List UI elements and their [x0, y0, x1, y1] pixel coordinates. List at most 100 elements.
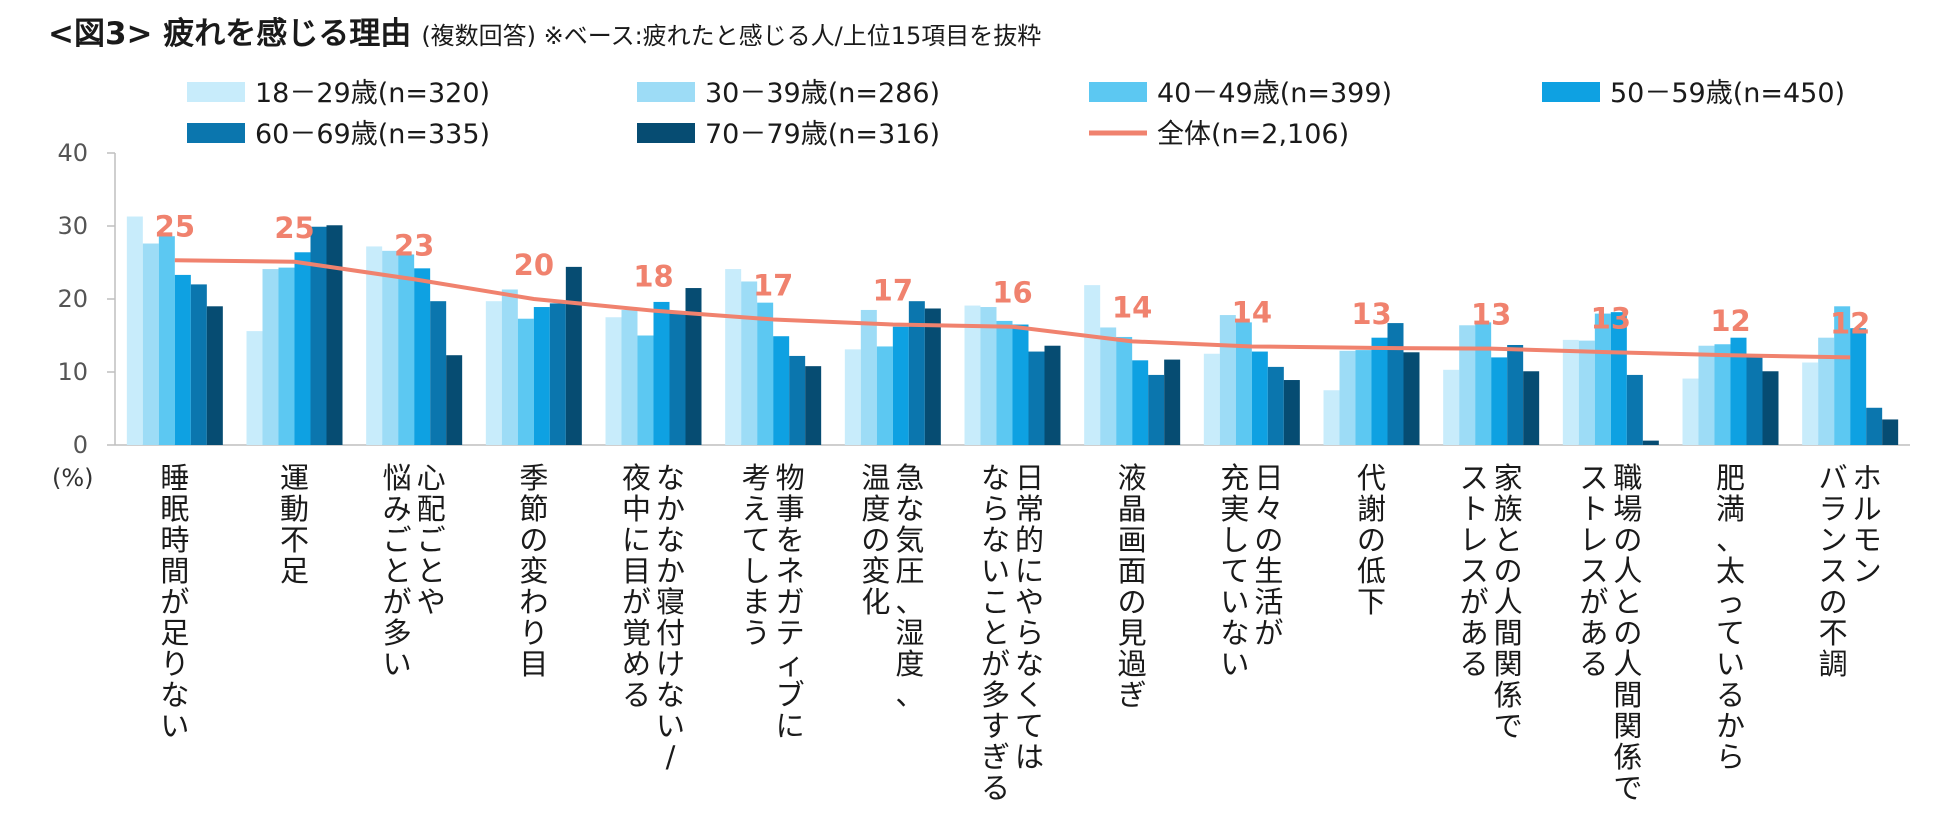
bar: [485, 301, 502, 445]
bar: [446, 355, 463, 445]
category-label: 日常的にやらなくては: [1015, 461, 1044, 774]
bar: [1012, 324, 1029, 445]
bar: [278, 267, 295, 445]
bar: [789, 355, 806, 445]
bar: [1084, 285, 1101, 445]
bar: [1714, 344, 1731, 445]
bar: [382, 250, 399, 445]
legend-swatch: [637, 123, 695, 143]
bar: [1148, 374, 1165, 445]
total-line-group: 25 25 23 20 18 17 17 16 14 14 13 13 13 12 12: [155, 209, 1870, 360]
category-label: 夜中に目が覚める: [622, 461, 651, 712]
legend-label: 全体(n=2,106): [1157, 119, 1349, 150]
bar: [996, 320, 1013, 445]
bar: [1116, 336, 1133, 445]
category-label: 悩みごとが多い: [383, 461, 412, 681]
bar: [517, 318, 534, 445]
bar: [158, 236, 175, 445]
category-label: 季節の変わり目: [519, 461, 548, 681]
bar: [1459, 325, 1476, 445]
data-label: 14: [1112, 290, 1152, 324]
chart-title: <図3> 疲れを感じる理由: [48, 16, 411, 52]
bar: [1443, 369, 1460, 445]
bar: [414, 268, 431, 445]
legend-label: 70－79歳(n=316): [705, 119, 940, 150]
category-label: 急な気圧、湿度、: [895, 461, 924, 712]
bar: [980, 307, 997, 445]
data-label: 14: [1232, 295, 1272, 329]
y-tick-label: 30: [57, 212, 88, 240]
data-label: 25: [274, 211, 314, 245]
bar: [1491, 357, 1508, 445]
bar: [924, 308, 941, 445]
bar: [246, 331, 263, 445]
bar: [653, 301, 670, 445]
bar: [1371, 337, 1388, 445]
bar: [1626, 374, 1643, 445]
bar: [1850, 328, 1867, 445]
category-label: なかなか寝付けない/: [656, 461, 685, 774]
category-label: ホルモン: [1853, 461, 1882, 588]
y-tick-label: 10: [57, 358, 88, 386]
y-tick-label: 20: [57, 285, 88, 313]
y-tick-label: 40: [57, 139, 88, 167]
data-label: 18: [633, 260, 673, 294]
data-label: 13: [1471, 298, 1511, 332]
category-label: バランスの不調: [1819, 461, 1848, 681]
bar: [685, 288, 702, 445]
category-label: 考えてしまう: [742, 461, 771, 650]
unit-label: (%): [52, 464, 94, 492]
chart-title-group: <図3> 疲れを感じる理由 (複数回答) ※ベース:疲れたと感じる人/上位15項…: [48, 16, 1041, 52]
bar: [1323, 390, 1340, 445]
bar: [1475, 322, 1492, 445]
bar: [1578, 340, 1595, 445]
category-label: 家族との人間関係で: [1494, 461, 1523, 743]
bar: [844, 349, 861, 445]
data-label: 13: [1351, 297, 1391, 331]
category-label: 代謝の低下: [1357, 461, 1386, 619]
bar: [190, 284, 207, 445]
bar: [1866, 407, 1883, 445]
bar: [366, 246, 383, 445]
category-label: 物事をネガティブに: [776, 461, 805, 743]
data-label: 17: [873, 274, 913, 308]
category-label: 職場の人との人間関係で: [1613, 461, 1642, 805]
bar: [1762, 371, 1779, 445]
total-line: [174, 258, 1851, 360]
data-label: 12: [1830, 306, 1870, 340]
legend-label: 40－49歳(n=399): [1157, 78, 1392, 109]
bar: [310, 226, 327, 445]
bar: [262, 269, 279, 445]
legend-swatch: [187, 123, 245, 143]
bar: [1164, 359, 1181, 445]
bar: [1818, 337, 1835, 445]
bar: [1507, 344, 1524, 445]
bar: [1355, 350, 1372, 445]
category-label: 心配ごとや: [417, 461, 446, 619]
data-label: 23: [394, 228, 434, 262]
bar: [1802, 362, 1819, 445]
data-label: 25: [155, 209, 195, 243]
bar: [964, 305, 981, 445]
bar: [1523, 371, 1540, 445]
bar: [1642, 440, 1659, 445]
bar: [1387, 323, 1404, 445]
y-tick-label: 0: [73, 431, 88, 459]
bar: [430, 301, 447, 445]
data-label: 12: [1710, 304, 1750, 338]
bar: [1283, 380, 1300, 445]
category-label: 充実していない: [1220, 461, 1249, 681]
category-label: 運動不足: [280, 461, 309, 588]
category-label: ならないことが多すぎる: [981, 461, 1010, 805]
bar: [398, 254, 415, 445]
bar: [1730, 337, 1747, 445]
legend-label: 30－39歳(n=286): [705, 78, 940, 109]
bar: [1100, 327, 1117, 445]
bar: [621, 309, 638, 445]
bar: [1682, 378, 1699, 445]
bar: [805, 366, 822, 445]
bar: [773, 336, 790, 445]
bar: [206, 306, 223, 445]
